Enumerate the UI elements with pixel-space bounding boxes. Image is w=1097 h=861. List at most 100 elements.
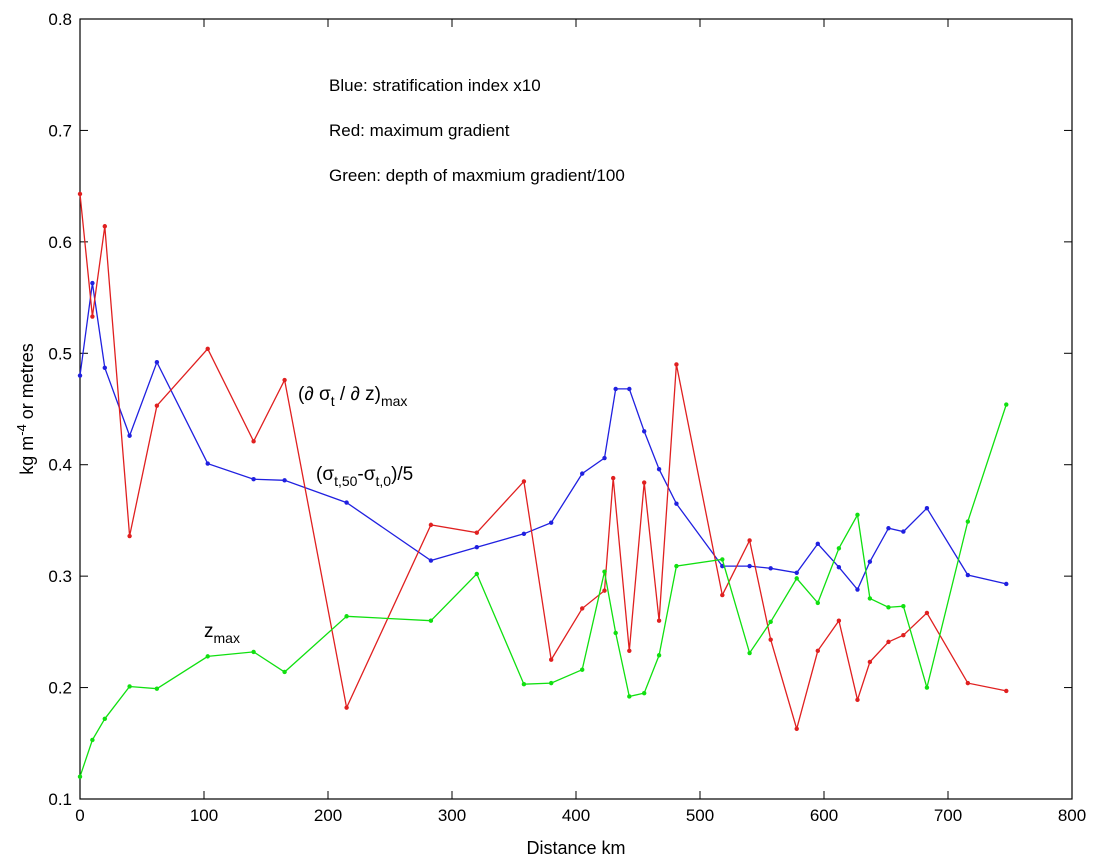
curve-label-blue-main: (σ xyxy=(316,464,334,485)
curve-label-red-main: (∂ σ xyxy=(298,384,331,405)
annotation-blue: Blue: stratification index x10 xyxy=(329,76,541,95)
data-point-stratification-index xyxy=(815,541,820,547)
data-point-maximum-gradient xyxy=(1004,688,1009,694)
data-point-depth-of-maximum-gradient xyxy=(102,716,108,721)
annotation-green: Green: depth of maxmium gradient/100 xyxy=(329,166,625,185)
data-point-stratification-index xyxy=(251,477,256,482)
x-axis-title: Distance km xyxy=(526,838,625,858)
data-point-stratification-index xyxy=(127,433,132,438)
data-point-depth-of-maximum-gradient xyxy=(886,605,891,610)
curve-label-green: zmax xyxy=(204,621,240,646)
data-point-stratification-index xyxy=(428,558,434,563)
data-point-maximum-gradient xyxy=(815,648,820,653)
data-point-maximum-gradient xyxy=(794,726,799,731)
curve-label-red: (∂ σt / ∂ z)max xyxy=(298,384,407,409)
data-point-stratification-index xyxy=(768,566,773,571)
data-point-stratification-index xyxy=(102,365,108,370)
data-point-depth-of-maximum-gradient xyxy=(815,600,820,606)
data-point-maximum-gradient xyxy=(965,680,971,686)
y-tick-label: 0.2 xyxy=(48,679,72,698)
data-point-stratification-index xyxy=(205,461,210,466)
data-point-depth-of-maximum-gradient xyxy=(282,669,287,675)
x-tick-label: 100 xyxy=(190,806,218,825)
data-point-maximum-gradient xyxy=(77,191,83,197)
curve-label-blue-mid: -σ xyxy=(357,464,375,485)
data-point-stratification-index xyxy=(965,572,971,578)
x-axis-ticks: 0 100 200 300 400 500 600 700 800 xyxy=(75,19,1086,825)
data-point-depth-of-maximum-gradient xyxy=(924,685,930,690)
data-point-depth-of-maximum-gradient xyxy=(474,571,479,577)
data-point-stratification-index xyxy=(580,471,585,476)
data-point-maximum-gradient xyxy=(127,533,132,539)
data-point-depth-of-maximum-gradient xyxy=(855,512,860,518)
data-point-maximum-gradient xyxy=(580,606,585,611)
data-point-stratification-index xyxy=(627,386,632,392)
data-point-maximum-gradient xyxy=(768,637,773,642)
data-point-depth-of-maximum-gradient xyxy=(90,737,95,743)
data-point-stratification-index xyxy=(855,587,860,592)
data-point-depth-of-maximum-gradient xyxy=(251,649,256,655)
data-point-depth-of-maximum-gradient xyxy=(580,667,585,672)
data-point-stratification-index xyxy=(924,505,930,511)
data-point-maximum-gradient xyxy=(855,697,860,703)
x-tick-label: 400 xyxy=(562,806,590,825)
data-point-maximum-gradient xyxy=(836,618,842,623)
data-point-depth-of-maximum-gradient xyxy=(674,563,679,569)
data-point-depth-of-maximum-gradient xyxy=(602,569,607,574)
y-tick-label: 0.5 xyxy=(48,344,72,363)
x-tick-label: 700 xyxy=(934,806,962,825)
data-point-maximum-gradient xyxy=(642,480,647,485)
curve-label-red-sub1: t xyxy=(331,393,335,409)
data-point-maximum-gradient xyxy=(867,659,873,665)
data-point-maximum-gradient xyxy=(924,610,930,616)
curve-label-blue: (σt,50-σt,0)/5 xyxy=(316,464,413,489)
curve-label-blue-sub1: t,50 xyxy=(334,473,358,489)
series-depth-of-maximum-gradient xyxy=(77,402,1009,779)
data-point-depth-of-maximum-gradient xyxy=(77,774,83,779)
data-point-maximum-gradient xyxy=(627,648,632,653)
data-point-maximum-gradient xyxy=(90,314,95,319)
data-point-maximum-gradient xyxy=(674,362,679,367)
data-point-depth-of-maximum-gradient xyxy=(521,682,527,687)
curve-label-green-sub1: max xyxy=(214,630,240,646)
curve-label-green-main: z xyxy=(204,621,214,642)
data-point-stratification-index xyxy=(282,478,287,483)
data-point-maximum-gradient xyxy=(549,657,554,662)
y-tick-label: 0.8 xyxy=(48,10,72,29)
y-axis-title-sup: -4 xyxy=(14,424,29,436)
data-point-depth-of-maximum-gradient xyxy=(549,680,554,686)
curve-label-blue-sub2: t,0 xyxy=(375,473,391,489)
annotation-red: Red: maximum gradient xyxy=(329,121,510,140)
y-axis-title-post: or metres xyxy=(17,343,37,424)
data-point-stratification-index xyxy=(642,429,647,434)
data-point-maximum-gradient xyxy=(344,705,349,710)
data-point-stratification-index xyxy=(794,570,799,575)
data-point-stratification-index xyxy=(602,455,607,461)
data-point-stratification-index xyxy=(154,360,160,365)
x-tick-label: 200 xyxy=(314,806,342,825)
x-tick-label: 500 xyxy=(686,806,714,825)
data-point-maximum-gradient xyxy=(282,377,287,383)
data-point-maximum-gradient xyxy=(611,475,616,481)
data-point-maximum-gradient xyxy=(901,633,906,638)
series-stratification-index xyxy=(77,280,1009,592)
data-point-stratification-index xyxy=(521,531,527,536)
data-point-maximum-gradient xyxy=(720,592,725,598)
data-point-depth-of-maximum-gradient xyxy=(613,630,618,636)
data-point-maximum-gradient xyxy=(428,522,434,528)
data-point-maximum-gradient xyxy=(102,224,108,229)
data-point-depth-of-maximum-gradient xyxy=(965,519,971,524)
data-point-depth-of-maximum-gradient xyxy=(154,686,160,691)
data-point-depth-of-maximum-gradient xyxy=(901,604,906,609)
curve-label-red-sub2: max xyxy=(381,393,407,409)
data-point-stratification-index xyxy=(836,565,842,570)
curve-label-blue-end: )/5 xyxy=(391,464,413,485)
x-tick-label: 0 xyxy=(75,806,84,825)
data-point-maximum-gradient xyxy=(521,479,527,484)
data-point-maximum-gradient xyxy=(205,346,210,352)
data-point-stratification-index xyxy=(77,373,83,378)
data-point-maximum-gradient xyxy=(747,538,752,543)
data-point-depth-of-maximum-gradient xyxy=(656,653,662,658)
data-point-depth-of-maximum-gradient xyxy=(836,546,842,551)
